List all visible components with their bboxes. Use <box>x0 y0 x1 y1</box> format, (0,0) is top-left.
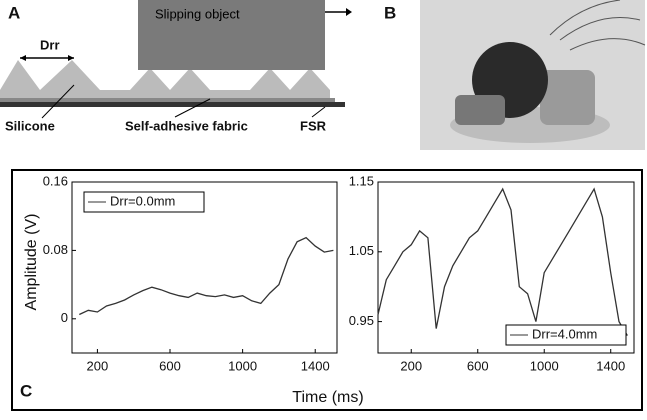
x-tick-label: 600 <box>467 358 489 373</box>
panel-label: A <box>8 3 20 22</box>
x-tick-label: 200 <box>87 358 109 373</box>
x-tick-label: 200 <box>400 358 422 373</box>
legend-box <box>83 191 205 213</box>
y-tick-label: 0.95 <box>349 313 374 328</box>
legend-label: Drr=0.0mm <box>110 193 175 208</box>
x-tick-label: 600 <box>159 358 181 373</box>
arrow-head <box>20 55 26 61</box>
label: Slipping object <box>155 6 240 21</box>
y-axis-label: Amplitude (V) <box>23 214 40 311</box>
diagram: A Drr Slipping object Silicone Self-adhe… <box>0 0 352 133</box>
data-line <box>79 236 334 316</box>
y-tick-label: 0 <box>61 310 68 325</box>
arrow-head <box>346 8 352 16</box>
photo: B <box>384 0 646 150</box>
finger <box>540 70 595 125</box>
plot-frame <box>71 181 338 354</box>
fabric-layer <box>0 98 335 102</box>
label: FSR <box>300 118 327 133</box>
panel-label: B <box>384 3 396 22</box>
x-axis-label: Time (ms) <box>292 389 363 406</box>
silicone-bumps <box>130 68 330 90</box>
pointer <box>311 106 326 118</box>
wires <box>549 0 646 51</box>
silicone-layer <box>0 60 330 98</box>
label: Drr <box>40 37 60 52</box>
panel-frame <box>11 169 643 411</box>
x-tick-label: 1400 <box>301 358 330 373</box>
plot-frame <box>377 181 635 354</box>
x-tick-label: 1000 <box>530 358 559 373</box>
pointer <box>174 98 211 118</box>
x-tick-label: 1000 <box>228 358 257 373</box>
arrow-head <box>68 55 74 61</box>
label: Self-adhesive fabric <box>125 118 248 133</box>
label: Silicone <box>5 118 55 133</box>
data-line <box>377 187 628 336</box>
slipping-object <box>138 0 325 70</box>
panel-label: C <box>20 381 32 400</box>
y-tick-label: 0.08 <box>43 242 68 257</box>
y-tick-label: 1.05 <box>349 243 374 258</box>
y-tick-label: 1.15 <box>349 173 374 188</box>
x-tick-label: 1400 <box>596 358 625 373</box>
hand <box>455 95 505 125</box>
legend-label: Drr=4.0mm <box>532 326 597 341</box>
fsr-layer <box>0 102 345 107</box>
legend-box <box>505 324 627 346</box>
y-tick-label: 0.16 <box>43 173 68 188</box>
pointer <box>41 84 75 119</box>
